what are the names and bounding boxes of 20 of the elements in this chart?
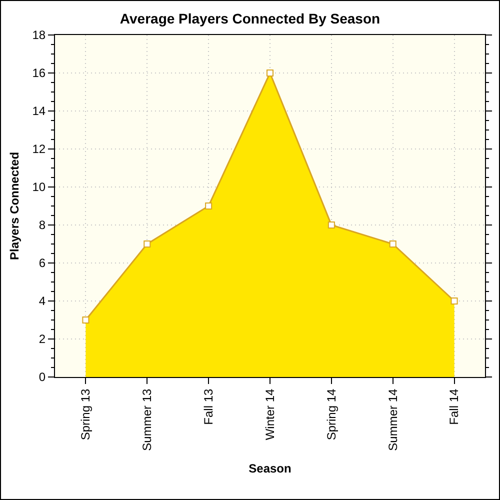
x-tick-label: Spring 14 (324, 388, 338, 440)
x-tick-label: Summer 13 (140, 388, 154, 451)
chart-title: Average Players Connected By Season (120, 10, 380, 26)
y-tick-label: 10 (32, 180, 46, 194)
y-tick-label: 16 (32, 66, 46, 80)
x-tick-label: Winter 14 (262, 388, 277, 440)
y-tick-label: 12 (32, 142, 46, 156)
y-tick-label: 18 (32, 28, 46, 42)
y-axis-title: Players Connected (8, 152, 22, 260)
x-tick-label: Fall 14 (447, 388, 462, 425)
y-tick-label: 6 (38, 256, 46, 270)
y-tick-label: 8 (38, 218, 46, 232)
x-tick-label: Fall 13 (201, 388, 216, 425)
y-tick-label: 4 (38, 294, 46, 308)
y-tick-label: 14 (32, 104, 46, 118)
y-tick-label: 0 (38, 370, 46, 384)
x-axis-title: Season (248, 462, 292, 476)
x-tick-label: Spring 13 (78, 388, 93, 440)
x-tick-label: Summer 14 (386, 388, 400, 451)
y-tick-label: 2 (38, 332, 46, 346)
